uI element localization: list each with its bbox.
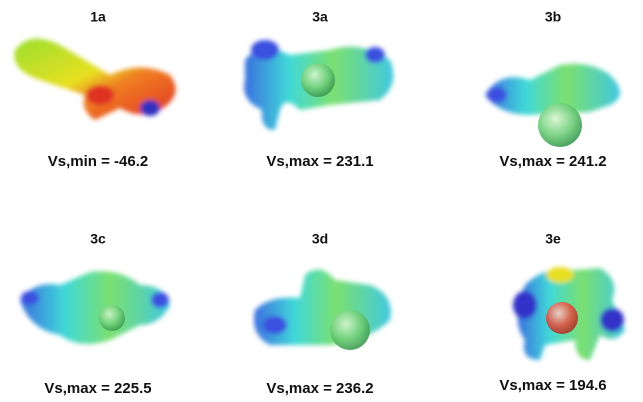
panel-label: 3e — [545, 231, 561, 247]
panel-label: 3d — [312, 231, 328, 247]
potential-value: Vs,max = 225.5 — [44, 380, 151, 397]
potential-value: Vs,max = 241.2 — [499, 153, 606, 170]
panel-label: 3b — [545, 9, 561, 25]
potential-value: Vs,max = 236.2 — [266, 380, 373, 397]
panel-label: 1a — [90, 9, 106, 25]
panel-label: 3a — [312, 9, 328, 25]
potential-value: Vs,min = -46.2 — [48, 153, 148, 170]
molecule-3b — [485, 64, 620, 147]
panel-label: 3c — [90, 231, 106, 247]
molecule-3e — [513, 267, 625, 360]
molecule-3c — [20, 271, 170, 344]
figure: 1a 3a 3b 3c 3d 3e Vs,min = -46.2 Vs,max … — [0, 0, 643, 402]
potential-value: Vs,max = 194.6 — [499, 377, 606, 394]
molecule-1a — [14, 39, 175, 120]
potential-value: Vs,max = 231.1 — [266, 153, 373, 170]
figure-canvas: 1a 3a 3b 3c 3d 3e Vs,min = -46.2 Vs,max … — [0, 0, 643, 402]
molecule-3d — [254, 270, 391, 350]
molecule-3a — [244, 40, 393, 130]
